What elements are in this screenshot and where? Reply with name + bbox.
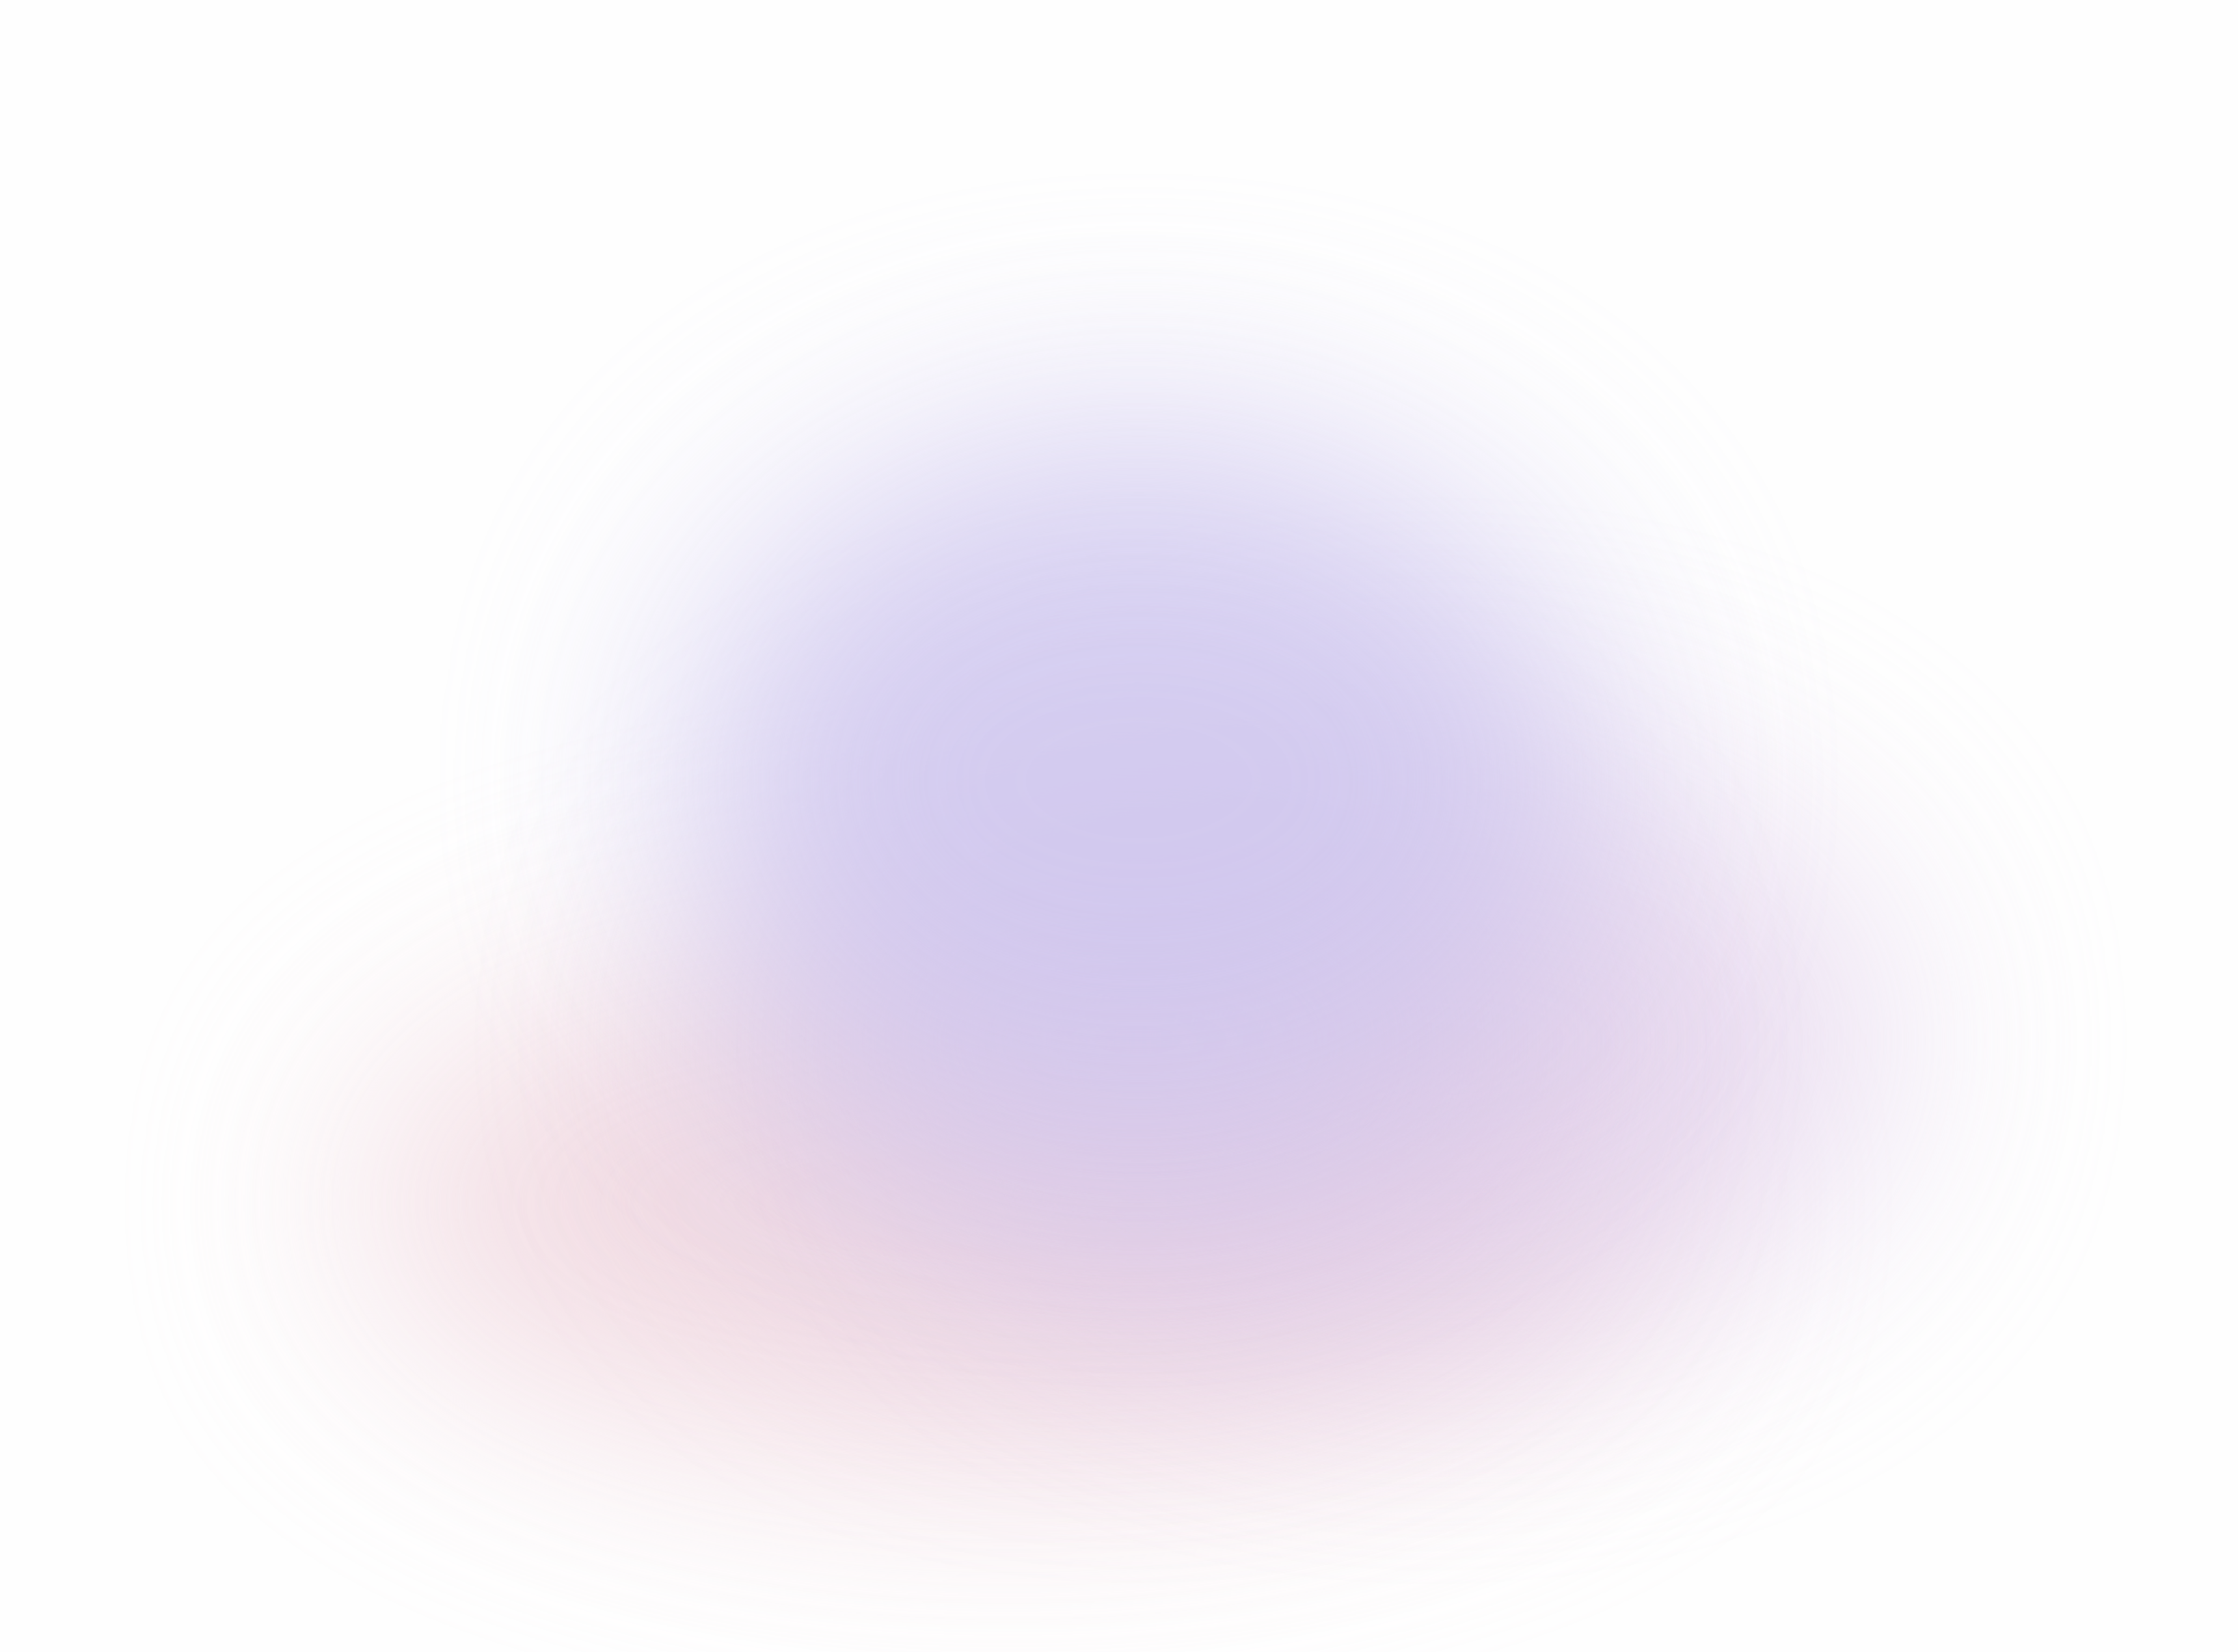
- blue-glow: [683, 423, 1594, 1138]
